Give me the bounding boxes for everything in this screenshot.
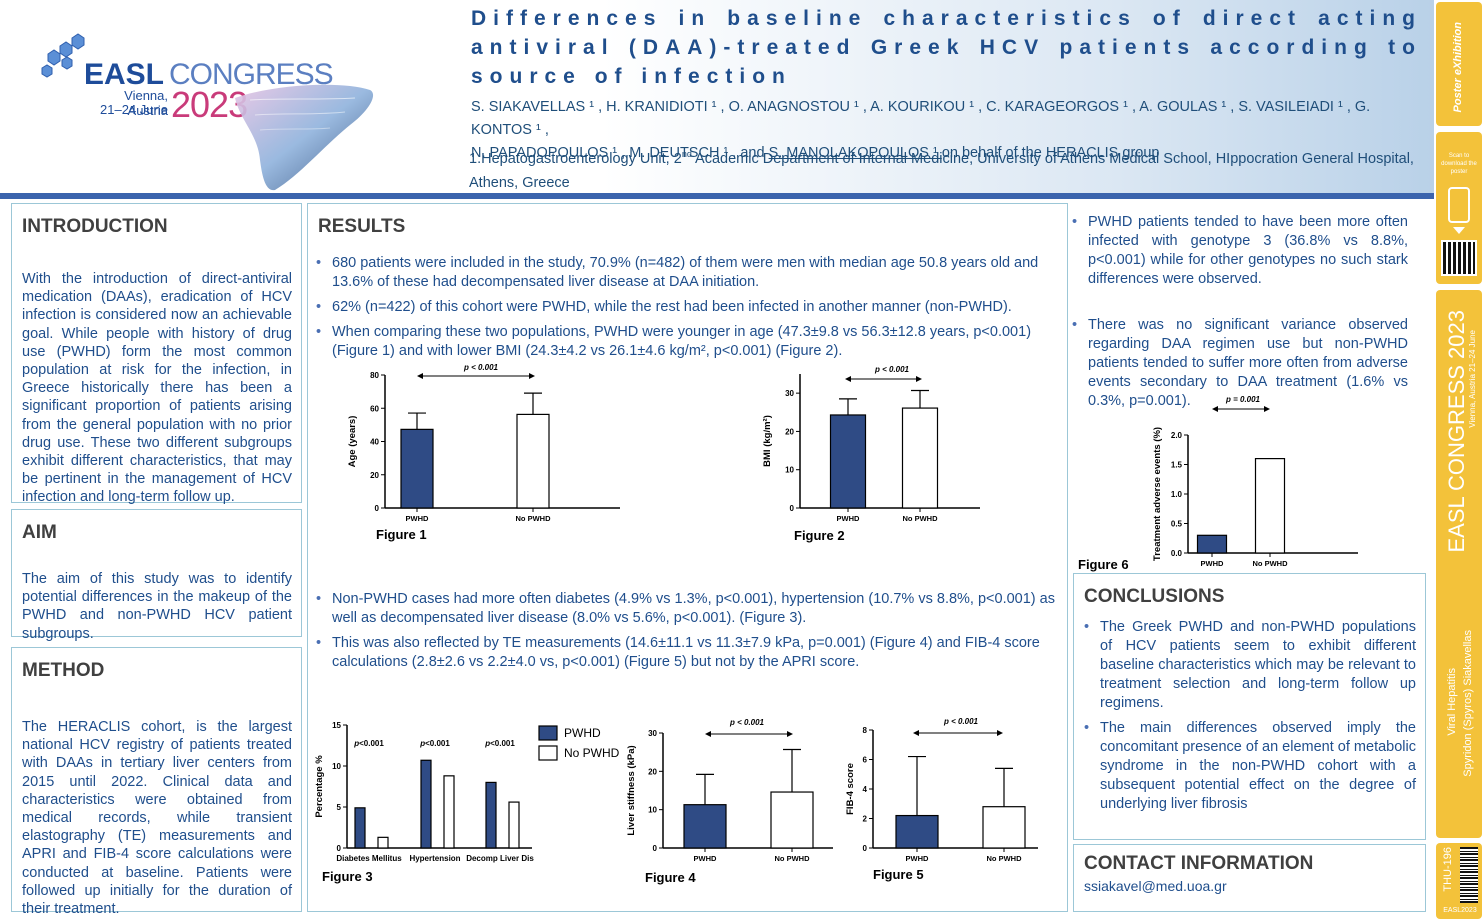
results-bullets-right-2: There was no significant variance observ…: [1072, 316, 1408, 417]
conclusions-bullets: The Greek PWHD and non-PWHD populations …: [1084, 618, 1416, 820]
introduction-text: With the introduction of direct-antivira…: [22, 271, 292, 506]
figure-3-label: Figure 3: [322, 869, 373, 884]
authors-line-1: S. SIAKAVELLAS ¹ , H. KRANIDIOTI ¹ , O. …: [471, 99, 1371, 138]
authors-line-2-start: N. PAPADOPOULOS ¹ , M. DEUTSCH ¹ , and: [471, 145, 769, 161]
conclusions-heading: CONCLUSIONS: [1084, 586, 1225, 607]
strip-presenter: Spyridon (Spyros) Siakavellas: [1462, 630, 1474, 777]
aim-text: The aim of this study was to identify po…: [22, 571, 292, 642]
poster-title: Differences in baseline characteristics …: [471, 7, 1422, 88]
method-section: METHOD The HERACLIS cohort, is the large…: [11, 647, 302, 917]
congress-info-tab: EASL CONGRESS 2023 Vienna, Austria 21–24…: [1436, 290, 1482, 838]
poster-code-tab: THU-196 EASL2023: [1436, 843, 1482, 919]
results-bullets-right-1: PWHD patients tended to have been more o…: [1072, 213, 1408, 295]
authors-line-2-end: on behalf of the HERACLIS group: [941, 145, 1160, 161]
affiliation-start: 1.Hepatogastroenterology Unit, 2: [469, 150, 682, 167]
affiliation-end: Academic Department of Internal Medicine…: [469, 150, 1414, 191]
contact-section: CONTACT INFORMATION ssiakavel@med.uoa.gr: [1073, 844, 1426, 912]
barcode-icon: [1460, 847, 1478, 903]
aim-section: AIM The aim of this study was to identif…: [11, 509, 302, 642]
results-heading: RESULTS: [318, 216, 406, 237]
poster-exhibition-label: Poster eXhibition: [1452, 22, 1464, 113]
contact-email[interactable]: ssiakavel@med.uoa.gr: [1084, 878, 1227, 894]
poster-code: THU-196: [1442, 847, 1454, 892]
aim-heading: AIM: [22, 522, 57, 543]
results-bullet: When comparing these two populations, PW…: [316, 323, 1062, 361]
method-text: The HERACLIS cohort, is the largest nati…: [22, 719, 292, 918]
conclusion-bullet: The Greek PWHD and non-PWHD populations …: [1084, 618, 1416, 713]
presenting-author: S. MANOLAKOPOULOS ¹: [768, 145, 942, 161]
results-bullet: 62% (n=422) of this cohort were PWHD, wh…: [316, 298, 1062, 317]
results-bullet: 680 patients were included in the study,…: [316, 254, 1062, 292]
introduction-heading: INTRODUCTION: [22, 216, 168, 237]
side-strip: Poster eXhibition Scan to download the p…: [1434, 0, 1484, 921]
figure-5-label: Figure 5: [873, 867, 924, 882]
contact-heading: CONTACT INFORMATION: [1084, 853, 1314, 874]
arrow-down-icon: [1453, 227, 1465, 234]
strip-congress-sub: Vienna, Austria 21–24 June: [1468, 330, 1477, 428]
logo-easl-text: EASL: [84, 58, 165, 91]
figure-2-label: Figure 2: [794, 528, 845, 543]
results-bullet: Non-PWHD cases had more often diabetes (…: [316, 590, 1062, 628]
phone-icon: [1448, 187, 1470, 223]
results-bullet: There was no significant variance observ…: [1072, 316, 1408, 411]
strip-category: Viral Hepatitis: [1446, 668, 1458, 736]
results-bullets-mid: Non-PWHD cases had more often diabetes (…: [316, 590, 1062, 678]
affiliation: 1.Hepatogastroenterology Unit, 2nd Acade…: [469, 142, 1429, 195]
author-list: S. SIAKAVELLAS ¹ , H. KRANIDIOTI ¹ , O. …: [471, 96, 1431, 165]
easl-congress-logo: EASL CONGRESS Vienna, Austria 21–24 June…: [36, 26, 336, 126]
download-tab[interactable]: Scan to download the poster: [1436, 132, 1482, 284]
conclusion-bullet: The main differences observed imply the …: [1084, 719, 1416, 814]
download-label: Scan to download the poster: [1441, 153, 1477, 175]
authors-line-2: N. PAPADOPOULOS ¹ , M. DEUTSCH ¹ , and S…: [471, 142, 1431, 165]
results-bullet: PWHD patients tended to have been more o…: [1072, 213, 1408, 289]
poster-exhibition-tab[interactable]: Poster eXhibition: [1436, 2, 1482, 126]
header-divider: [0, 193, 1434, 199]
method-heading: METHOD: [22, 660, 105, 681]
results-section: RESULTS 680 patients were included in th…: [307, 203, 1068, 912]
strip-congress-label: EASL CONGRESS 2023: [1444, 310, 1469, 553]
results-right-column: PWHD patients tended to have been more o…: [1072, 203, 1432, 571]
results-bullet: This was also reflected by TE measuremen…: [316, 634, 1062, 672]
strip-easl-code: EASL2023: [1443, 907, 1477, 914]
qr-code-icon[interactable]: [1441, 240, 1477, 276]
logo-dates: 21–24 June: [100, 102, 168, 117]
liver-illustration: [235, 84, 374, 191]
figure-4-label: Figure 4: [645, 870, 696, 885]
figure-1-label: Figure 1: [376, 527, 427, 542]
affiliation-superscript: nd: [681, 149, 692, 159]
logo-year: 2023: [171, 84, 248, 125]
figure-6-label: Figure 6: [1078, 557, 1129, 572]
introduction-section: INTRODUCTION With the introduction of di…: [11, 203, 302, 505]
results-bullets-top: 680 patients were included in the study,…: [316, 254, 1062, 367]
conclusions-section: CONCLUSIONS The Greek PWHD and non-PWHD …: [1073, 573, 1426, 840]
logo-city: Vienna, Austria: [124, 88, 168, 118]
logo-hexagons-icon: [41, 33, 85, 78]
